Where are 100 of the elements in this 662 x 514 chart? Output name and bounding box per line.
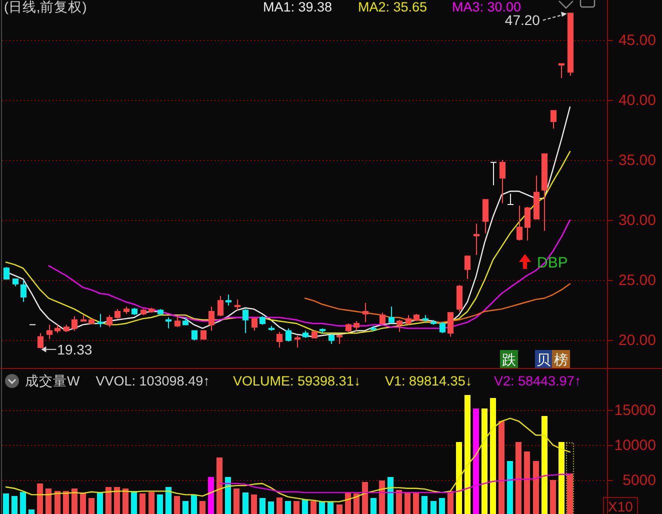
bar [12,496,18,514]
candlestick [474,223,480,256]
text: V1: 89814.35↓ [385,374,472,388]
candlestick [46,324,52,340]
bar [165,486,172,514]
annotation: VVOL: 103098.49↑ [96,374,210,388]
candlestick [440,322,446,334]
candlestick [406,314,412,326]
bar [490,398,496,514]
bar [80,492,86,514]
bar [302,500,308,514]
candlestick [234,298,240,311]
bar [20,492,26,514]
candlestick [148,307,154,314]
candlestick [490,162,497,186]
candlestick [558,63,564,79]
candlestick [328,334,334,344]
candlestick [98,313,104,328]
candlestick [252,316,258,332]
candlestick [12,278,18,287]
bar [242,492,248,514]
candlestick [54,324,60,334]
candlestick [550,110,556,130]
bar [378,480,385,514]
bar [268,502,274,514]
bar [37,483,44,514]
candlestick [38,332,44,349]
bar [208,477,214,514]
candlestick [312,330,318,338]
candlestick [464,256,470,280]
candlestick [286,328,292,342]
text: X10 [608,498,634,514]
line-series [304,283,571,323]
bar [156,494,163,514]
y-tick-label: 20.00 [618,332,656,349]
bar [28,509,35,514]
bar [464,395,470,514]
y-tick-label: 15000 [614,402,656,419]
chart-title: (日线,前复权) [4,0,87,14]
candlestick [422,314,428,323]
candlestick [448,312,454,338]
bar [88,498,94,514]
candlestick [158,308,164,314]
bar [550,480,556,514]
bar [472,408,479,514]
text: MA2: 35.65 [358,0,428,14]
candlestick [140,308,146,316]
bar [370,498,376,514]
bar [532,461,539,514]
candlestick [542,153,548,232]
candlestick [516,205,522,242]
bar [566,442,574,514]
bar [294,500,300,514]
candlestick [114,308,120,320]
bar [62,491,69,514]
bar [54,491,60,514]
candlestick [294,335,300,348]
candlestick [20,280,26,302]
candlestick [430,319,436,326]
candlestick [346,323,352,332]
candlestick [124,306,130,314]
candlestick [182,316,188,326]
candlestick [507,193,514,205]
bar [259,498,266,514]
y-tick-label: 5000 [622,472,656,489]
candlestick [226,294,232,306]
bar [328,502,334,514]
chart-title: 成交量W [25,374,80,388]
bar [71,488,78,514]
bar [507,461,514,514]
bar [422,496,428,514]
bar [516,442,522,514]
text: MA1: 39.38 [263,0,332,14]
bar [174,496,180,514]
bar [396,490,402,514]
bar [344,492,351,514]
candlestick [88,318,94,324]
candlestick [362,302,368,323]
annotation: VOLUME: 59398.31↓ [233,374,361,388]
bar [3,493,9,514]
bar [456,442,462,514]
bar [310,500,317,514]
candlestick [414,313,420,322]
candlestick [218,295,224,317]
annotation: 47.20 [504,12,540,28]
bar [362,482,368,514]
bar [541,416,548,514]
candlestick [208,306,214,332]
candlestick [396,319,402,332]
bar [182,500,188,514]
candlestick [242,308,248,334]
candlestick [260,316,266,326]
candlestick [456,284,462,312]
bar [46,488,52,514]
text: MA3: 30.00 [452,0,522,14]
text: V2: 58443.97↑ [494,374,582,388]
bar [566,474,573,514]
annotation: 19.33 [57,341,92,358]
line-series [48,219,571,329]
candlestick [370,325,376,332]
